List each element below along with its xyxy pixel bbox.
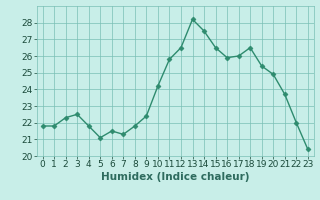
X-axis label: Humidex (Indice chaleur): Humidex (Indice chaleur) bbox=[101, 172, 250, 182]
